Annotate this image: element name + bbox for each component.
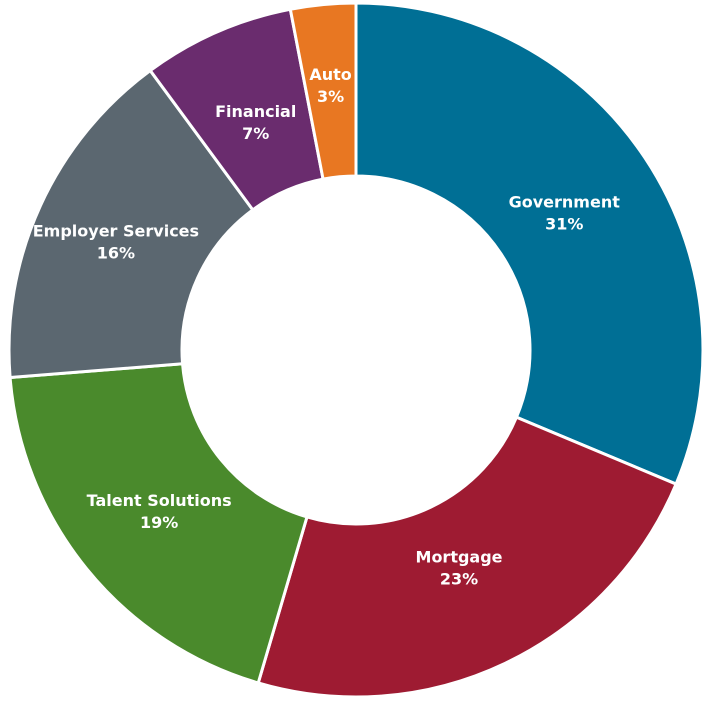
slice-label-employer-services: Employer Services 16%	[33, 221, 199, 262]
chart-slices	[7, 1, 703, 699]
slice-label-auto: Auto 3%	[309, 65, 351, 106]
slice-value-financial: 7%	[242, 124, 269, 143]
slice-category-mortgage: Mortgage	[416, 547, 503, 566]
slice-category-government: Government	[509, 192, 621, 211]
slice-employer-services	[7, 68, 255, 380]
slice-category-auto: Auto	[309, 65, 351, 84]
slice-category-employer-services: Employer Services	[33, 221, 199, 240]
slice-auto	[288, 1, 358, 181]
slice-label-talent-solutions: Talent Solutions 19%	[87, 491, 232, 532]
slice-value-government: 31%	[545, 214, 583, 233]
slice-value-talent-solutions: 19%	[140, 513, 178, 532]
slice-value-employer-services: 16%	[97, 243, 135, 262]
chart-labels: Government 31% Mortgage 23% Talent Solutions…	[33, 65, 620, 589]
slice-label-financial: Financial 7%	[215, 102, 296, 143]
slice-mortgage	[256, 415, 679, 699]
slice-government	[354, 1, 703, 487]
slice-category-financial: Financial	[215, 102, 296, 121]
slice-talent-solutions	[8, 362, 309, 685]
slice-label-mortgage: Mortgage 23%	[416, 547, 503, 588]
slice-category-talent-solutions: Talent Solutions	[87, 491, 232, 510]
slice-value-mortgage: 23%	[440, 569, 478, 588]
slice-value-auto: 3%	[317, 87, 344, 106]
slice-label-government: Government 31%	[509, 192, 621, 233]
